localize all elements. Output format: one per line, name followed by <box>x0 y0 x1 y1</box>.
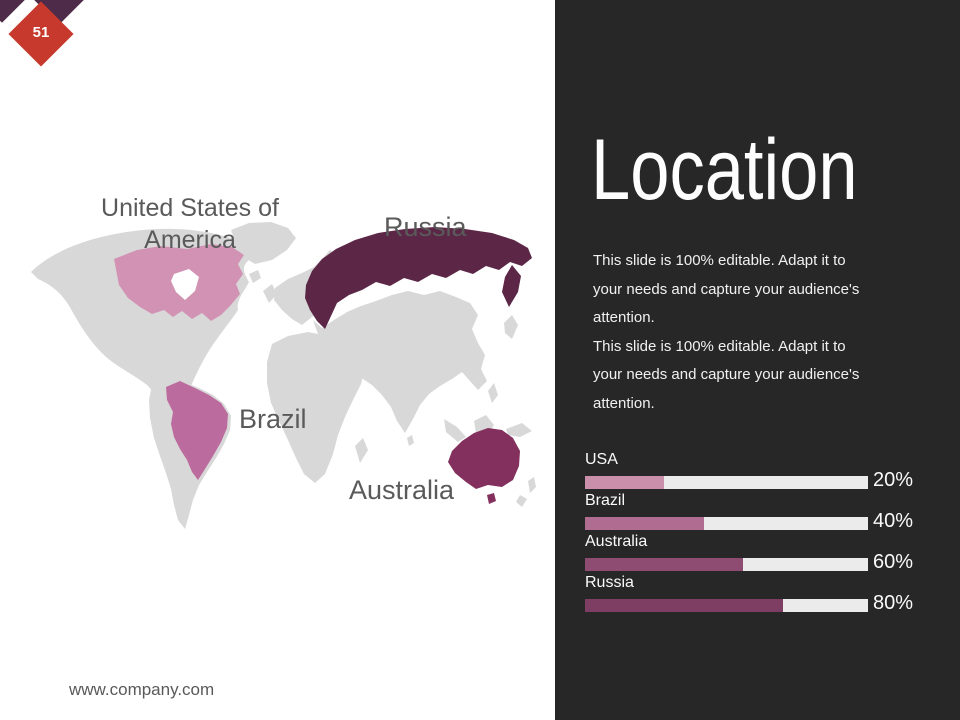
bar-row-brazil: Brazil 40% <box>585 492 925 532</box>
bar-fill <box>585 517 704 530</box>
slide-title: Location <box>591 122 858 218</box>
map-label-russia: Russia <box>384 212 467 242</box>
continent-africa <box>267 332 365 483</box>
world-map <box>31 222 536 529</box>
bar-value-label: 40% <box>873 510 914 532</box>
map-label-brazil: Brazil <box>239 404 307 434</box>
map-label-australia: Australia <box>349 475 455 505</box>
country-russia <box>305 227 532 329</box>
new-zealand-north <box>528 477 536 493</box>
bar-label: USA <box>585 451 618 468</box>
bar-row-russia: Russia 80% <box>585 574 925 614</box>
sri-lanka <box>407 435 414 446</box>
continent-asia <box>313 291 487 433</box>
bar-value-label: 20% <box>873 469 914 491</box>
bar-track <box>585 517 868 530</box>
hudson-bay <box>171 269 199 300</box>
footer-url: www.company.com <box>69 680 215 699</box>
page-number-badge: 51 <box>0 0 130 110</box>
description-text: This slide is 100% editable. Adapt it to… <box>593 247 865 418</box>
new-zealand-south <box>516 495 527 507</box>
madagascar <box>355 438 368 463</box>
country-brazil <box>166 381 228 480</box>
japan <box>504 315 518 339</box>
bar-track <box>585 476 868 489</box>
sumatra <box>444 419 466 442</box>
bar-fill <box>585 558 744 571</box>
description-paragraph-1: This slide is 100% editable. Adapt it to… <box>593 252 860 326</box>
iceland <box>249 270 261 283</box>
bar-track <box>585 599 868 612</box>
bar-fill <box>585 476 665 489</box>
description-paragraph-2: This slide is 100% editable. Adapt it to… <box>593 337 860 412</box>
country-russia-kamchatka <box>502 265 521 307</box>
page-number: 51 <box>32 24 50 41</box>
country-australia <box>448 428 520 489</box>
tasmania <box>487 493 496 504</box>
bar-fill <box>585 599 784 612</box>
bar-label: Russia <box>585 574 634 591</box>
britain <box>263 284 277 303</box>
bar-label: Brazil <box>585 492 626 509</box>
bar-track <box>585 558 868 571</box>
map-label-usa: United States of America <box>101 194 279 254</box>
bar-row-usa: USA 20% <box>585 451 925 491</box>
country-bar-chart: USA 20% Brazil 40% Australia <box>585 451 925 615</box>
new-guinea <box>506 423 532 437</box>
greenland <box>231 222 296 264</box>
bar-label: Australia <box>585 533 648 550</box>
bar-row-australia: Australia 60% <box>585 533 925 573</box>
bar-value-label: 80% <box>873 592 914 614</box>
bar-value-label: 60% <box>873 551 914 573</box>
philippines <box>488 383 498 403</box>
